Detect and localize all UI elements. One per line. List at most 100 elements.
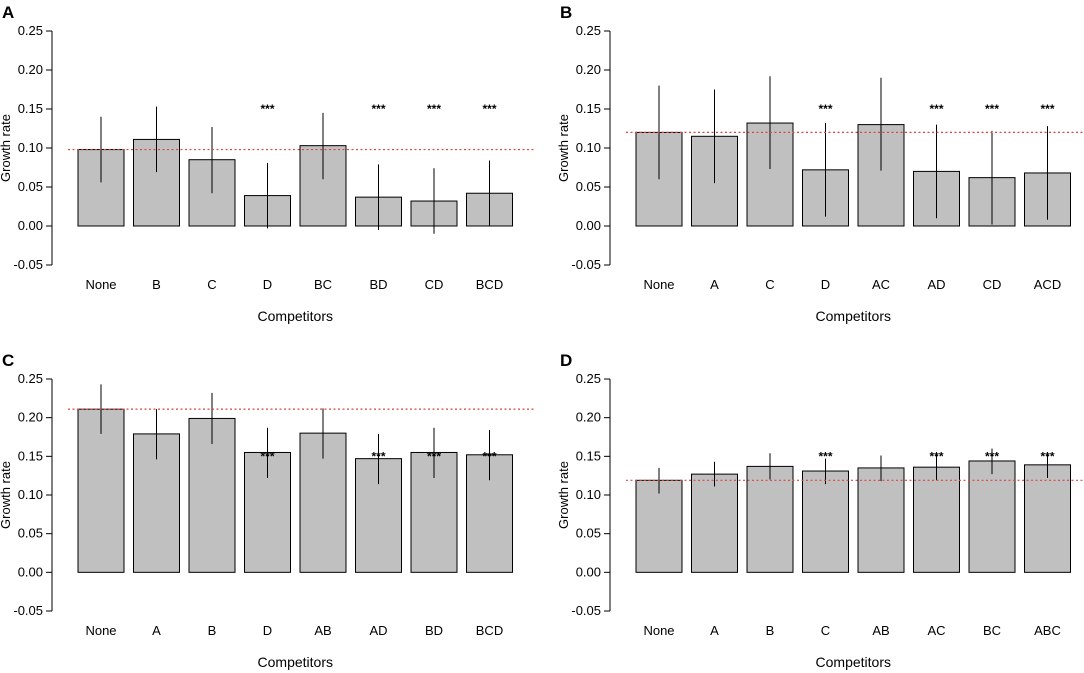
significance-label: *** xyxy=(985,102,999,116)
x-category-label: A xyxy=(710,623,719,638)
x-category-label: A xyxy=(710,277,719,292)
x-category-label: None xyxy=(85,623,116,638)
significance-label: *** xyxy=(985,449,999,463)
y-tick-label: 0.00 xyxy=(18,564,43,579)
x-category-label: B xyxy=(766,623,775,638)
y-tick-label: 0.20 xyxy=(18,62,43,77)
panel-letter: B xyxy=(560,3,572,22)
significance-label: *** xyxy=(371,449,385,463)
y-axis-title: Growth rate xyxy=(556,114,571,182)
x-category-label: BC xyxy=(983,623,1001,638)
x-category-label: AC xyxy=(872,277,890,292)
significance-label: *** xyxy=(482,102,496,116)
x-category-label: BCD xyxy=(476,277,503,292)
y-axis-title: Growth rate xyxy=(556,461,571,529)
x-category-label: D xyxy=(821,277,830,292)
y-tick-label: 0.00 xyxy=(18,218,43,233)
x-category-label: BD xyxy=(425,623,443,638)
bar-b xyxy=(746,465,794,573)
significance-label: *** xyxy=(482,449,496,463)
significance-label: *** xyxy=(260,102,274,116)
x-category-label: AB xyxy=(872,623,889,638)
significance-label: *** xyxy=(1040,102,1054,116)
y-tick-label: 0.15 xyxy=(18,101,43,116)
y-tick-label: 0.05 xyxy=(576,526,601,541)
x-category-label: C xyxy=(765,277,774,292)
y-tick-label: 0.20 xyxy=(18,410,43,425)
bar-abc xyxy=(1024,464,1071,573)
bar-none xyxy=(77,408,125,573)
y-tick-label: 0.00 xyxy=(576,564,601,579)
x-category-label: None xyxy=(643,623,674,638)
bar-ac xyxy=(913,466,960,573)
x-category-label: D xyxy=(263,277,272,292)
x-category-label: CD xyxy=(425,277,444,292)
bar-b xyxy=(188,417,236,573)
x-category-label: None xyxy=(643,277,674,292)
y-tick-label: 0.15 xyxy=(18,448,43,463)
x-category-label: BCD xyxy=(476,623,503,638)
panel-letter: A xyxy=(2,3,14,22)
y-tick-label: 0.20 xyxy=(576,410,601,425)
chart-panel-d: D -0.05 0.00 0.05 0.10 0.15 0.20 0.25 Growth rat… xyxy=(556,351,1084,670)
y-tick-label: 0.10 xyxy=(576,140,601,155)
x-axis-title: Competitors xyxy=(258,308,333,324)
x-category-label: AC xyxy=(927,623,945,638)
significance-label: *** xyxy=(427,102,441,116)
x-category-label: BC xyxy=(314,277,332,292)
x-category-label: BD xyxy=(369,277,387,292)
x-category-label: CD xyxy=(983,277,1002,292)
x-category-label: AD xyxy=(369,623,387,638)
x-axis-title: Competitors xyxy=(258,654,333,670)
significance-label: *** xyxy=(1040,449,1054,463)
y-tick-label: 0.25 xyxy=(576,371,601,386)
x-axis-title: Competitors xyxy=(816,308,891,324)
y-tick-label: 0.05 xyxy=(576,179,601,194)
y-axis-title: Growth rate xyxy=(0,114,13,182)
y-tick-label: 0.10 xyxy=(18,487,43,502)
significance-label: *** xyxy=(427,449,441,463)
significance-label: *** xyxy=(371,102,385,116)
x-category-label: AB xyxy=(314,623,331,638)
x-axis-title: Competitors xyxy=(816,654,891,670)
y-tick-label: -0.05 xyxy=(571,257,601,272)
y-tick-label: 0.05 xyxy=(18,526,43,541)
significance-label: *** xyxy=(818,449,832,463)
panel-letter: C xyxy=(2,351,14,370)
panel-letter: D xyxy=(560,351,572,370)
bar-c xyxy=(802,470,849,573)
y-tick-label: -0.05 xyxy=(571,603,601,618)
y-tick-label: -0.05 xyxy=(13,257,43,272)
x-category-label: ACD xyxy=(1034,277,1061,292)
bar-bc xyxy=(968,460,1016,573)
x-category-label: A xyxy=(152,623,161,638)
significance-label: *** xyxy=(929,102,943,116)
y-tick-label: 0.25 xyxy=(576,23,601,38)
x-category-label: B xyxy=(152,277,161,292)
y-tick-label: 0.25 xyxy=(18,371,43,386)
y-tick-label: 0.00 xyxy=(576,218,601,233)
x-category-label: ABC xyxy=(1034,623,1061,638)
x-category-label: D xyxy=(263,623,272,638)
y-tick-label: -0.05 xyxy=(13,603,43,618)
y-tick-label: 0.20 xyxy=(576,62,601,77)
chart-panel-b: B -0.05 0.00 0.05 0.10 0.15 0.20 0.25 Growth rat… xyxy=(556,3,1084,324)
y-tick-label: 0.05 xyxy=(18,179,43,194)
y-tick-label: 0.10 xyxy=(576,487,601,502)
chart-panel-c: C -0.05 0.00 0.05 0.10 0.15 0.20 0.25 Growth rat… xyxy=(0,351,535,670)
bar-none xyxy=(635,479,683,573)
x-category-label: C xyxy=(207,277,216,292)
bar-ab xyxy=(857,467,905,573)
x-category-label: None xyxy=(85,277,116,292)
y-tick-label: 0.15 xyxy=(576,448,601,463)
y-tick-label: 0.25 xyxy=(18,23,43,38)
y-tick-label: 0.10 xyxy=(18,140,43,155)
significance-label: *** xyxy=(260,449,274,463)
x-category-label: C xyxy=(821,623,830,638)
significance-label: *** xyxy=(818,102,832,116)
x-category-label: AD xyxy=(927,277,945,292)
bar-a xyxy=(691,473,738,573)
y-axis-title: Growth rate xyxy=(0,461,13,529)
chart-panel-a: A -0.05 0.00 0.05 0.10 0.15 0.20 0.25 Growth rat… xyxy=(0,3,535,324)
